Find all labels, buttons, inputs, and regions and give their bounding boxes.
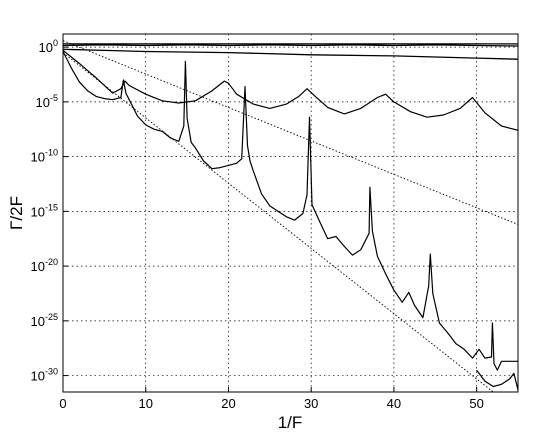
x-tick-label: 40 [387,396,401,411]
x-axis-label: 1/F [278,413,303,432]
plot-frame [62,33,519,393]
y-tick-label: 10-10 [31,148,58,165]
x-tick-label: 30 [304,396,318,411]
y-tick-label: 10-5 [36,93,58,110]
x-tick-label: 50 [469,396,483,411]
y-tick-label: 10-15 [31,202,58,219]
x-tick-labels: 0 10 20 30 40 50 [59,396,483,411]
x-tick-label: 0 [59,396,66,411]
series-line-5 [63,51,518,371]
x-tick-label: 10 [138,396,152,411]
series-line-6 [63,40,518,225]
series-line-3 [63,48,518,60]
series-line-2 [63,44,518,47]
y-axis-label: Γ/2F [7,196,26,230]
y-tick-labels: 100 10-5 10-10 10-15 10-20 10-25 10-30 [31,38,58,383]
y-tick-label: 10-25 [31,312,58,329]
y-tick-label: 10-20 [31,257,58,274]
series-layer [63,40,518,392]
y-tick-label: 100 [39,38,58,55]
x-tick-label: 20 [221,396,235,411]
y-tick-label: 10-30 [31,367,58,384]
ticks [62,46,478,392]
series-line-4 [63,49,518,131]
series-line-7 [63,52,494,392]
series-line-8 [476,369,518,390]
grid [63,34,518,392]
